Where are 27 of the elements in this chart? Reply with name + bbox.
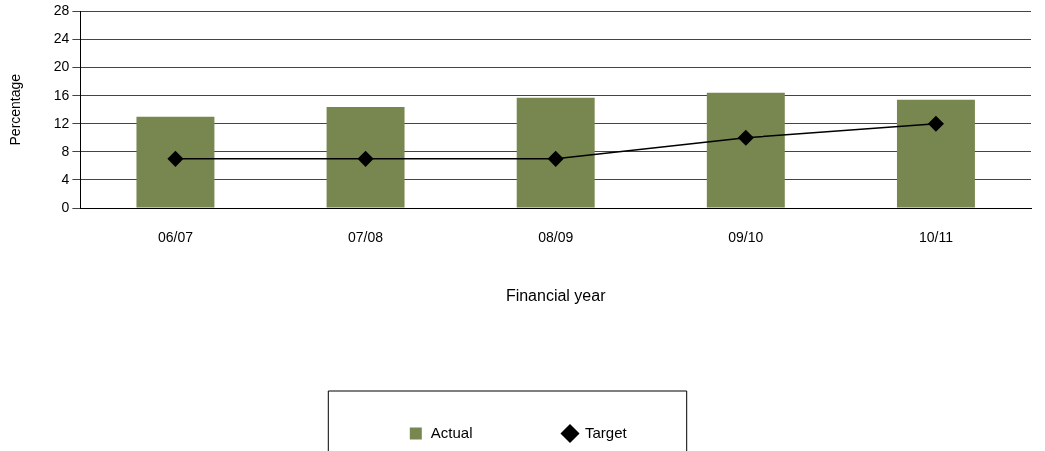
bar <box>896 99 975 208</box>
x-tick-label: 09/10 <box>728 229 764 246</box>
x-tick-label: 08/09 <box>538 229 574 246</box>
bar <box>136 116 215 208</box>
legend-label: Target <box>585 423 628 441</box>
bar <box>326 106 405 208</box>
x-axis-title: Financial year <box>505 286 607 304</box>
x-tick-label: 06/07 <box>157 229 194 246</box>
y-tick-label: 8 <box>61 142 70 159</box>
point <box>357 151 374 167</box>
y-tick-label: 0 <box>61 198 70 215</box>
y-axis-title: Percentage <box>7 73 24 146</box>
point <box>167 151 184 167</box>
bar <box>516 97 595 208</box>
legend-label: Actual <box>430 423 473 441</box>
y-tick-label: 24 <box>53 30 70 47</box>
point <box>547 151 564 167</box>
y-tick-label: 16 <box>53 86 70 103</box>
y-tick-label: 20 <box>53 58 70 75</box>
bar <box>706 92 785 208</box>
point <box>738 130 754 146</box>
y-tick-label: 4 <box>61 170 70 187</box>
x-tick-label: 07/08 <box>348 229 384 246</box>
point <box>928 115 944 132</box>
y-tick-label: 28 <box>53 2 70 19</box>
x-tick-label: 10/11 <box>918 229 954 246</box>
y-tick-label: 12 <box>53 114 70 131</box>
